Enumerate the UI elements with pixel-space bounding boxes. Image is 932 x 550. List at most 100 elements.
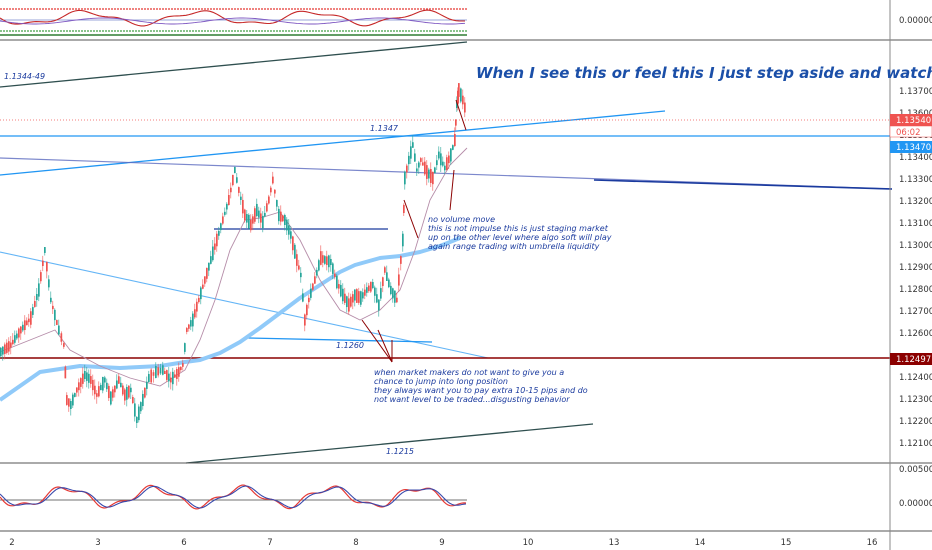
price-tick-label: 1.12100 — [899, 439, 932, 449]
candle-body — [432, 171, 434, 185]
note-line: no volume move — [428, 215, 495, 224]
candle-body — [362, 292, 364, 299]
candle-body — [240, 196, 242, 200]
candle-body — [314, 276, 316, 284]
candle-body — [310, 288, 312, 298]
candle-body — [284, 214, 286, 226]
candle-body — [234, 166, 236, 174]
main-price-panel — [0, 41, 893, 464]
note-bottom: when market makers do not want to give y… — [374, 368, 588, 404]
candle-body — [170, 377, 172, 383]
candle-body — [422, 162, 424, 166]
oscillator-line — [0, 485, 467, 509]
candle-body — [254, 208, 256, 222]
candle-body — [150, 369, 153, 383]
trendline — [185, 423, 594, 464]
candle-body — [424, 161, 426, 175]
candle-body — [60, 333, 63, 342]
candle-body — [180, 366, 182, 371]
price-tick-label: 1.13100 — [899, 219, 932, 229]
candle-body — [458, 83, 460, 97]
time-tick-label: 6 — [181, 538, 186, 548]
candle-body — [344, 293, 346, 303]
price-tag-text: 1.13540 — [896, 116, 931, 126]
candle-body — [398, 274, 400, 286]
candle-body — [30, 311, 32, 325]
candle-body — [438, 151, 440, 159]
candle-body — [162, 365, 164, 375]
note-line: this is not impulse this is just staging… — [428, 224, 609, 233]
candle-body — [464, 102, 466, 113]
candle-body — [442, 161, 444, 166]
candle-body — [264, 212, 266, 217]
price-tick-label: 1.12700 — [899, 307, 932, 317]
candle-body — [94, 385, 96, 395]
candle-body — [152, 372, 155, 376]
candle-body — [420, 158, 422, 162]
candle-body — [208, 262, 210, 271]
price-tick-label: 1.12900 — [899, 263, 932, 273]
candle-body — [22, 324, 24, 331]
candle-body — [12, 339, 14, 345]
time-tick-label: 8 — [353, 538, 358, 548]
candle-body — [42, 260, 44, 267]
candle-body — [457, 90, 459, 105]
candle-body — [112, 389, 114, 398]
price-tag-text: 1.13470 — [896, 143, 931, 153]
candle-body — [184, 343, 186, 352]
candle-body — [248, 214, 250, 229]
candle-body — [20, 326, 22, 334]
candle-body — [192, 313, 194, 327]
note-line: again range trading with umbrella liquid… — [428, 242, 600, 251]
candle-body — [148, 374, 150, 382]
level-label: 1.1347 — [370, 124, 399, 133]
candle-body — [356, 289, 358, 303]
candle-body — [448, 155, 450, 164]
candle-body — [390, 285, 392, 295]
candle-body — [278, 208, 280, 222]
top-oscillator-panel — [0, 8, 467, 36]
time-tick-label: 13 — [609, 538, 620, 548]
candle-body — [302, 293, 304, 302]
price-tick-label: 1.13700 — [899, 87, 932, 97]
candle-body — [230, 187, 232, 193]
candle-body — [188, 324, 190, 329]
candle-body — [166, 370, 168, 380]
moving-average-line — [0, 236, 461, 402]
price-tag-blue-level: 1.13470 — [890, 141, 932, 153]
candle-body — [76, 387, 78, 393]
candle-body — [4, 344, 6, 354]
candle-body — [446, 157, 448, 171]
candle-body — [164, 370, 166, 375]
candle-body — [122, 385, 124, 395]
candle-body — [102, 376, 104, 391]
candle-body — [288, 225, 290, 235]
candle-body — [238, 187, 240, 193]
candle-body — [386, 272, 388, 281]
candle-body — [402, 233, 404, 247]
time-axis[interactable]: 2 3 6 7 8 9 10 13 14 15 16 — [9, 538, 877, 548]
candle-body — [82, 373, 84, 384]
note-line: up on the other level where algo soft wi… — [428, 233, 612, 242]
candle-body — [70, 401, 72, 409]
candle-body — [142, 393, 144, 407]
candle-body — [34, 301, 36, 307]
candle-body — [246, 214, 248, 223]
note-line: they always want you to pay extra 10-15 … — [374, 386, 588, 395]
price-tick-label: 1.12300 — [899, 395, 932, 405]
candle-body — [280, 211, 282, 222]
candle-body — [250, 219, 252, 231]
candle-body — [316, 269, 318, 276]
trendline — [0, 251, 489, 359]
candle-body — [48, 279, 50, 288]
candle-body — [157, 367, 160, 376]
candle-body — [54, 309, 56, 321]
annotation-arrow — [449, 169, 455, 211]
level-label: 1.1260 — [336, 341, 364, 350]
candle-body — [216, 233, 218, 247]
candle-body — [226, 203, 228, 210]
time-tick-label: 10 — [523, 538, 534, 548]
candle-body — [262, 215, 264, 229]
candle-body — [206, 267, 208, 279]
